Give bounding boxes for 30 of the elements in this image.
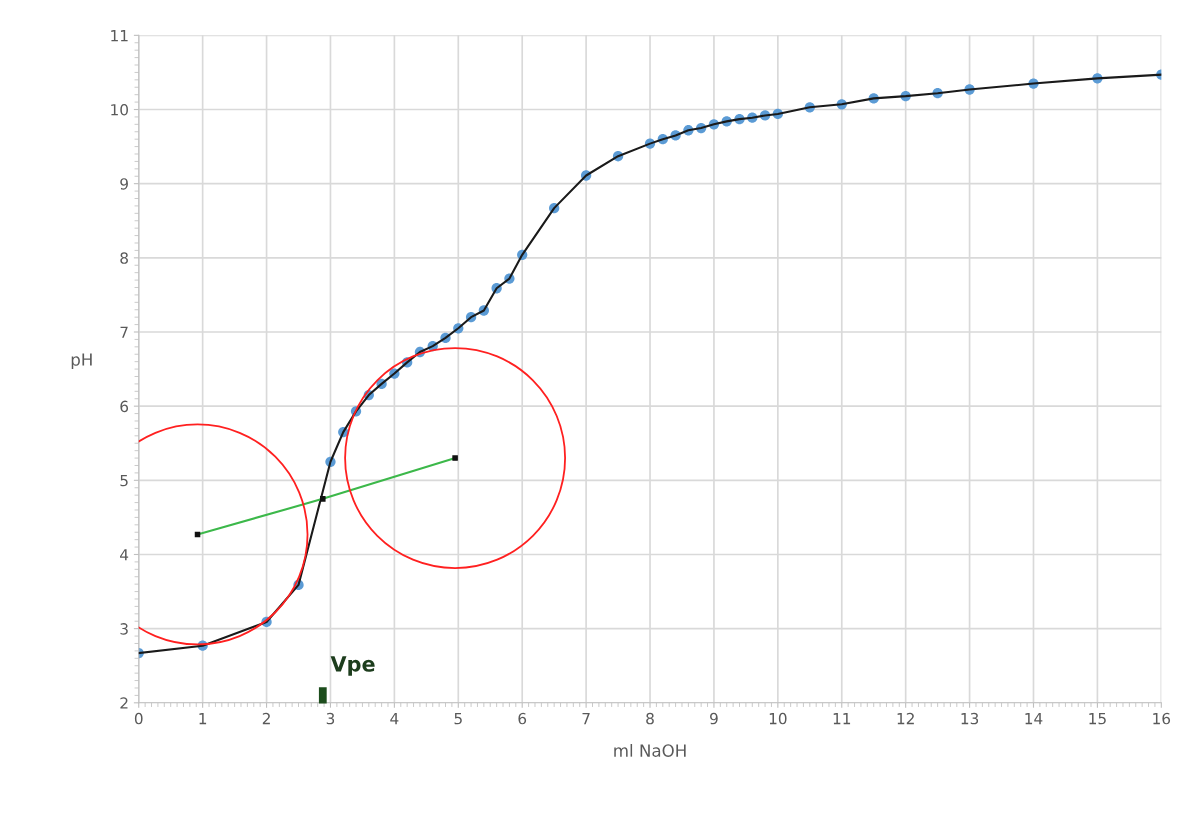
x-tick-label: 7	[582, 713, 590, 725]
x-tick-label: 14	[1025, 713, 1043, 725]
x-tick-label: 15	[1089, 713, 1106, 725]
y-tick-label: 5	[120, 474, 128, 487]
x-axis-title: ml NaOH	[614, 743, 686, 757]
y-tick-label: 6	[120, 400, 129, 413]
y-axis-title: pH	[71, 353, 92, 370]
y-tick-label: 7	[120, 326, 128, 338]
x-tick-label: 6	[518, 712, 527, 725]
y-tick-label: 11	[111, 30, 128, 42]
y-tick-label: 9	[120, 178, 128, 190]
x-tick-label: 0	[134, 712, 143, 725]
x-tick-label: 5	[454, 713, 462, 725]
x-tick-label: 1	[199, 713, 207, 725]
y-tick-label: 8	[120, 252, 128, 264]
x-tick-label: 2	[262, 712, 270, 725]
x-tick-label: 13	[961, 712, 979, 725]
y-tick-label: 2	[120, 697, 128, 709]
x-tick-label: 16	[1153, 712, 1171, 725]
x-tick-label: 3	[326, 712, 335, 725]
x-tick-label: 11	[833, 713, 851, 725]
x-tick-label: 12	[897, 712, 914, 725]
y-tick-label: 4	[120, 549, 129, 561]
y-tick-label: 3	[120, 623, 128, 635]
x-tick-label: 8	[646, 712, 654, 725]
x-tick-label: 9	[710, 712, 718, 725]
x-tick-label: 4	[390, 713, 399, 725]
annotation: Vpe	[330, 656, 375, 676]
x-tick-label: 10	[769, 712, 787, 725]
y-tick-label: 10	[111, 103, 128, 116]
